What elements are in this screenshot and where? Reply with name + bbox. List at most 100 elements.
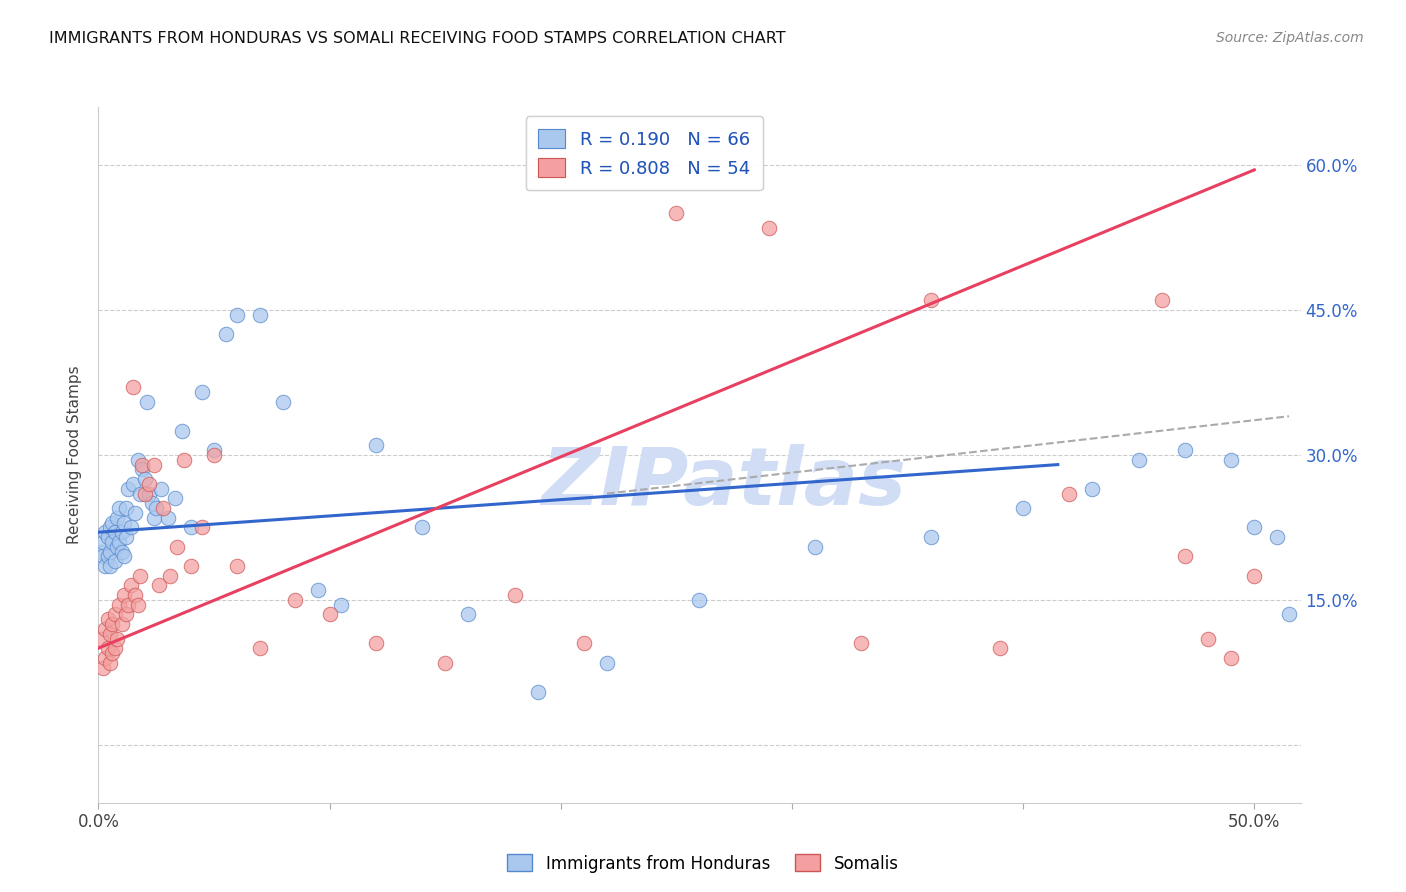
Point xyxy=(120,578,142,592)
Point xyxy=(1174,549,1197,564)
Point xyxy=(117,482,139,496)
Point xyxy=(94,559,117,574)
Point xyxy=(152,501,174,516)
Point xyxy=(98,626,121,640)
Point xyxy=(122,380,145,394)
Point xyxy=(97,612,120,626)
Point xyxy=(920,530,942,544)
Point xyxy=(330,598,353,612)
Point xyxy=(364,438,387,452)
Point xyxy=(191,385,214,400)
Point xyxy=(688,592,710,607)
Point xyxy=(758,220,780,235)
Point xyxy=(105,540,128,554)
Point xyxy=(988,641,1011,656)
Point xyxy=(117,598,139,612)
Point xyxy=(110,544,132,558)
Point xyxy=(134,472,156,486)
Point xyxy=(163,491,186,506)
Point xyxy=(122,476,145,491)
Point xyxy=(411,520,433,534)
Point xyxy=(284,592,307,607)
Point xyxy=(457,607,479,622)
Point xyxy=(1243,520,1265,534)
Point xyxy=(110,525,132,540)
Point xyxy=(97,641,120,656)
Point xyxy=(97,530,120,544)
Point xyxy=(94,525,117,540)
Point xyxy=(98,559,121,574)
Point xyxy=(104,607,127,622)
Point xyxy=(148,578,170,592)
Point xyxy=(129,568,152,582)
Point xyxy=(108,598,131,612)
Point xyxy=(572,636,595,650)
Point xyxy=(503,588,526,602)
Point xyxy=(91,549,114,564)
Point xyxy=(142,458,165,472)
Point xyxy=(104,525,127,540)
Point xyxy=(105,632,128,646)
Point xyxy=(173,452,195,467)
Point xyxy=(1267,530,1289,544)
Point xyxy=(108,534,131,549)
Point xyxy=(94,622,117,636)
Point xyxy=(364,636,387,650)
Text: ZIPatlas: ZIPatlas xyxy=(541,443,905,522)
Point xyxy=(101,534,124,549)
Point xyxy=(131,458,153,472)
Point xyxy=(526,684,548,698)
Text: IMMIGRANTS FROM HONDURAS VS SOMALI RECEIVING FOOD STAMPS CORRELATION CHART: IMMIGRANTS FROM HONDURAS VS SOMALI RECEI… xyxy=(49,31,786,46)
Point xyxy=(101,646,124,660)
Point xyxy=(170,424,193,438)
Point xyxy=(108,501,131,516)
Point xyxy=(97,549,120,564)
Point xyxy=(1059,486,1081,500)
Point xyxy=(124,588,146,602)
Point xyxy=(127,452,149,467)
Point xyxy=(136,394,159,409)
Point xyxy=(90,632,112,646)
Point xyxy=(273,394,295,409)
Point xyxy=(307,583,329,598)
Point xyxy=(1243,568,1265,582)
Point xyxy=(1220,651,1243,665)
Point xyxy=(110,617,132,632)
Point xyxy=(98,656,121,670)
Legend: R = 0.190   N = 66, R = 0.808   N = 54: R = 0.190 N = 66, R = 0.808 N = 54 xyxy=(526,116,762,190)
Point xyxy=(166,540,188,554)
Point xyxy=(115,530,138,544)
Point xyxy=(249,308,271,322)
Point xyxy=(91,660,114,674)
Point xyxy=(134,486,156,500)
Point xyxy=(214,327,236,342)
Point xyxy=(112,588,135,602)
Point xyxy=(1220,452,1243,467)
Point xyxy=(112,516,135,530)
Point xyxy=(180,559,202,574)
Point xyxy=(1278,607,1301,622)
Point xyxy=(98,520,121,534)
Point xyxy=(202,443,225,458)
Point xyxy=(145,501,167,516)
Point xyxy=(249,641,271,656)
Point xyxy=(141,496,163,510)
Legend: Immigrants from Honduras, Somalis: Immigrants from Honduras, Somalis xyxy=(501,847,905,880)
Point xyxy=(142,510,165,524)
Point xyxy=(1174,443,1197,458)
Point xyxy=(851,636,873,650)
Point xyxy=(112,549,135,564)
Point xyxy=(1081,482,1104,496)
Y-axis label: Receiving Food Stamps: Receiving Food Stamps xyxy=(67,366,83,544)
Point xyxy=(104,641,127,656)
Point xyxy=(202,448,225,462)
Point xyxy=(120,520,142,534)
Point xyxy=(804,540,827,554)
Point xyxy=(138,476,160,491)
Point xyxy=(90,544,112,558)
Point xyxy=(91,534,114,549)
Point xyxy=(94,651,117,665)
Point xyxy=(101,617,124,632)
Point xyxy=(1150,293,1173,308)
Point xyxy=(156,510,179,524)
